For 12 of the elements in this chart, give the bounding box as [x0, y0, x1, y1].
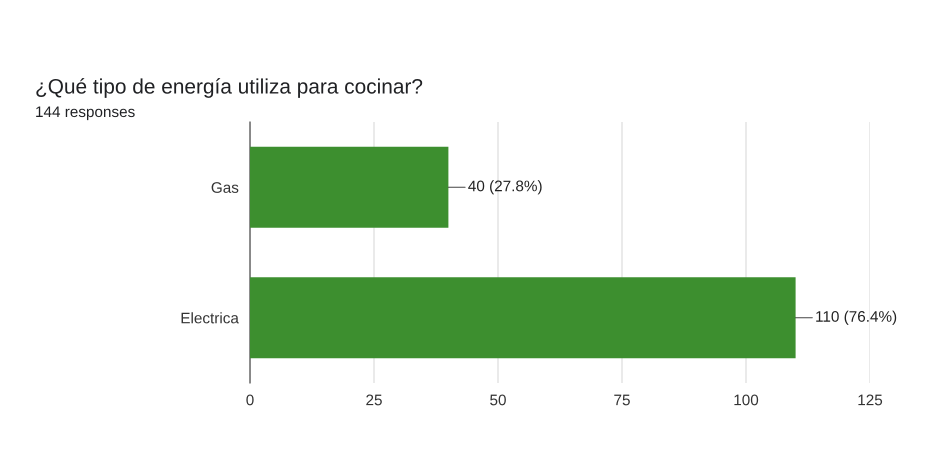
x-tick-label: 25: [366, 394, 382, 406]
y-tick-label: Gas: [212, 182, 238, 193]
x-tick-label: 75: [614, 394, 630, 406]
data-label: 110 (76.4%): [816, 310, 896, 325]
x-tick-label: 50: [490, 394, 506, 406]
y-tick-label: Electrica: [182, 312, 239, 324]
text: 144 responses: [36, 106, 135, 120]
x-tick-label: 125: [858, 394, 882, 406]
x-tick-label: 100: [734, 394, 758, 406]
chart-title: ¿Qué tipo de energía utiliza para cocinar?: [36, 78, 422, 98]
x-tick-label: 0: [246, 394, 254, 406]
data-label: 40 (27.8%): [468, 180, 542, 194]
